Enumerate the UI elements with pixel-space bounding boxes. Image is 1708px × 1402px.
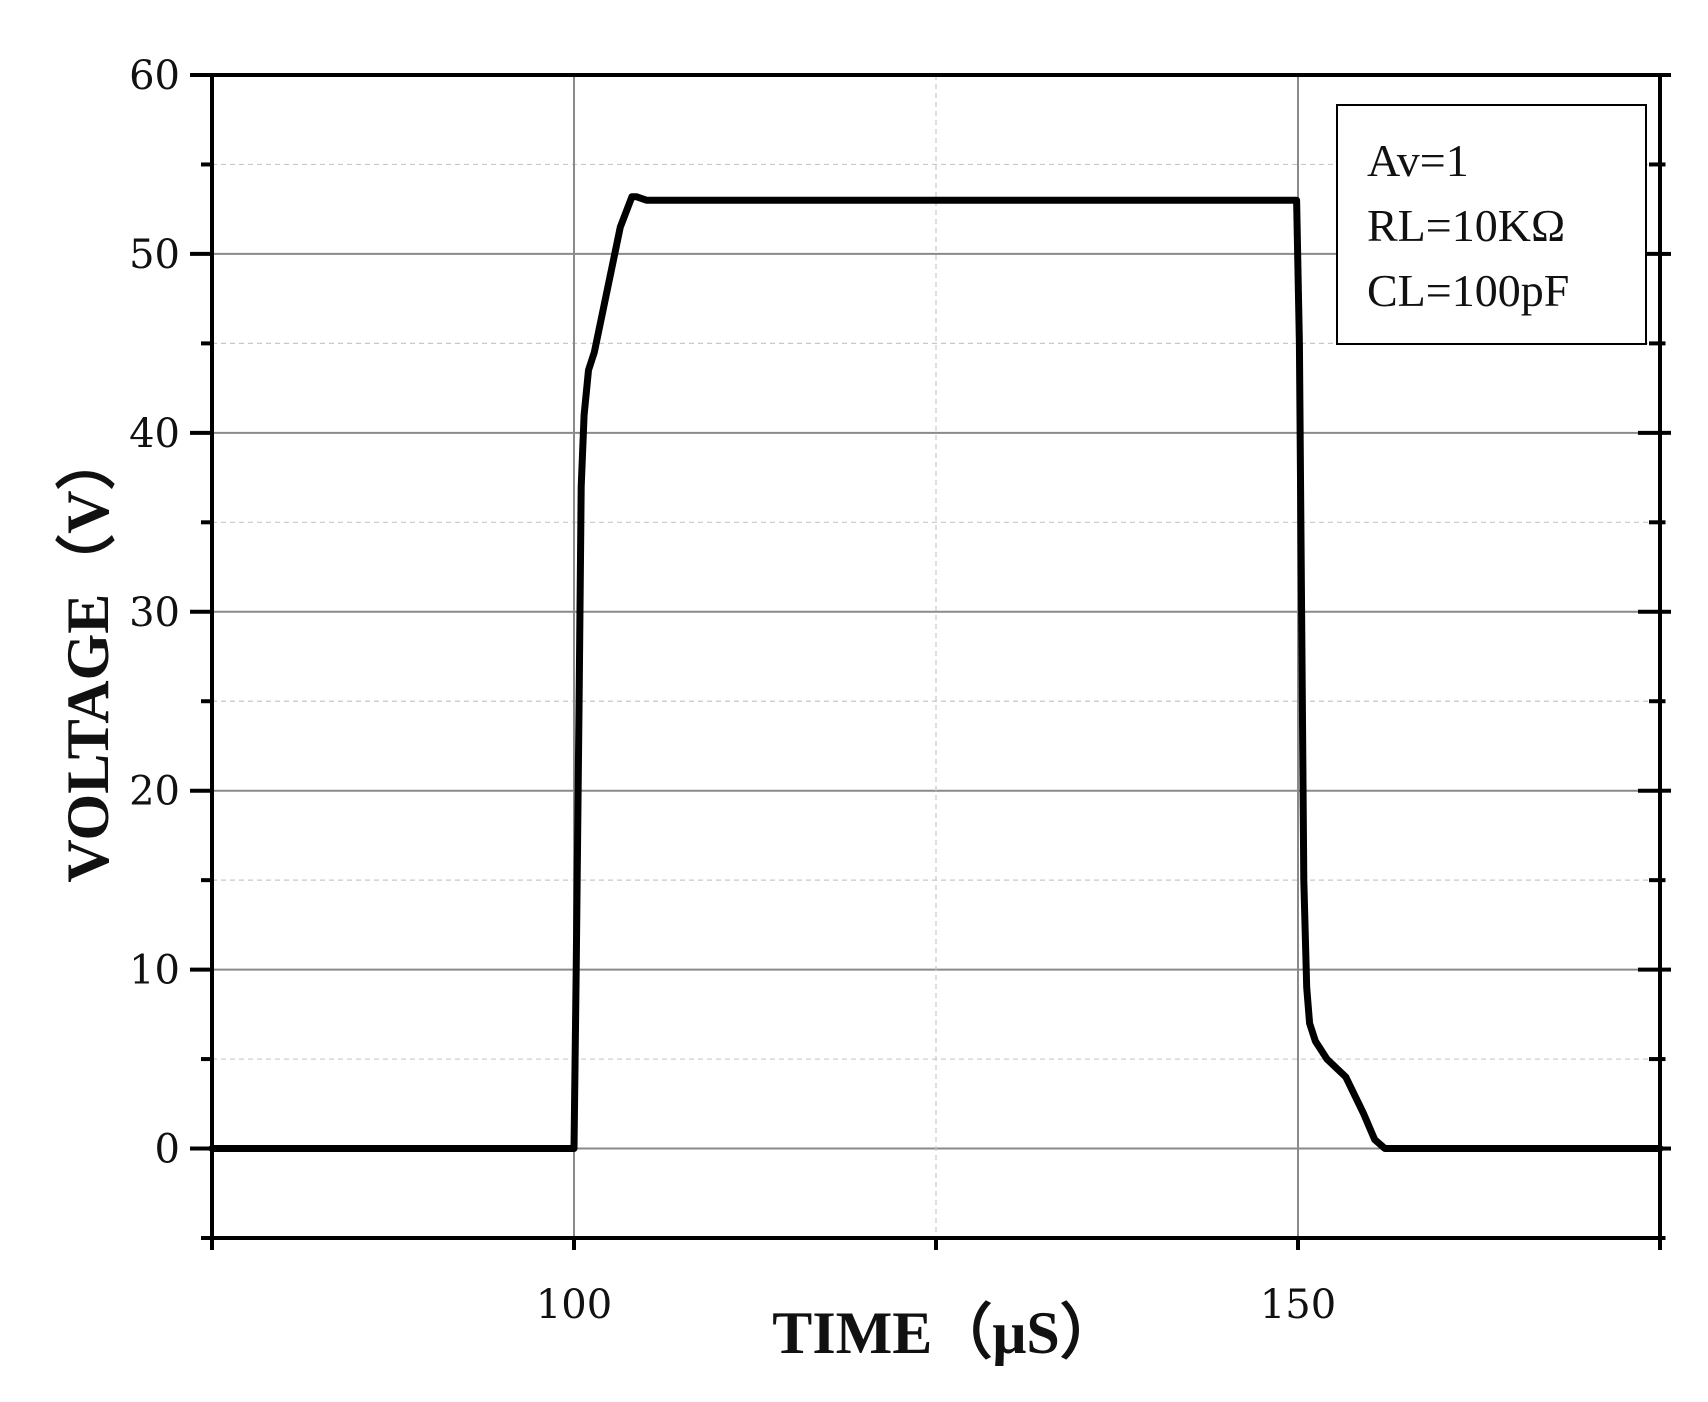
- x-tick-label: 150: [1260, 1282, 1336, 1328]
- x-axis-title: TIME（μS）: [772, 1299, 1119, 1366]
- annotation-box: [1336, 104, 1647, 345]
- y-tick-label: 40: [129, 411, 180, 457]
- plot-area: [208, 193, 1664, 1152]
- y-tick-label: 0: [155, 1127, 180, 1173]
- y-axis-title: VOLTAGE（V）: [54, 430, 121, 882]
- y-tick-label: 30: [129, 590, 180, 636]
- y-tick-label: 10: [129, 948, 180, 994]
- legend: Av=1 RL=10KΩ CL=100pF: [1336, 104, 1647, 345]
- y-tick-label: 50: [129, 232, 180, 278]
- annotation-text: RL=10KΩ: [1367, 200, 1565, 251]
- series-line-0: [208, 193, 1664, 1152]
- y-tick-label: 60: [129, 53, 180, 99]
- axes: [190, 73, 1671, 1250]
- axis-labels: 0 10 20 30 40 50 60 100 150 TIME（μS） VOLTAGE（V）: [54, 53, 1336, 1366]
- y-tick-label: 20: [129, 769, 180, 815]
- annotation-text: Av=1: [1367, 135, 1469, 186]
- annotation-text: CL=100pF: [1367, 265, 1569, 316]
- x-tick-label: 100: [536, 1282, 612, 1328]
